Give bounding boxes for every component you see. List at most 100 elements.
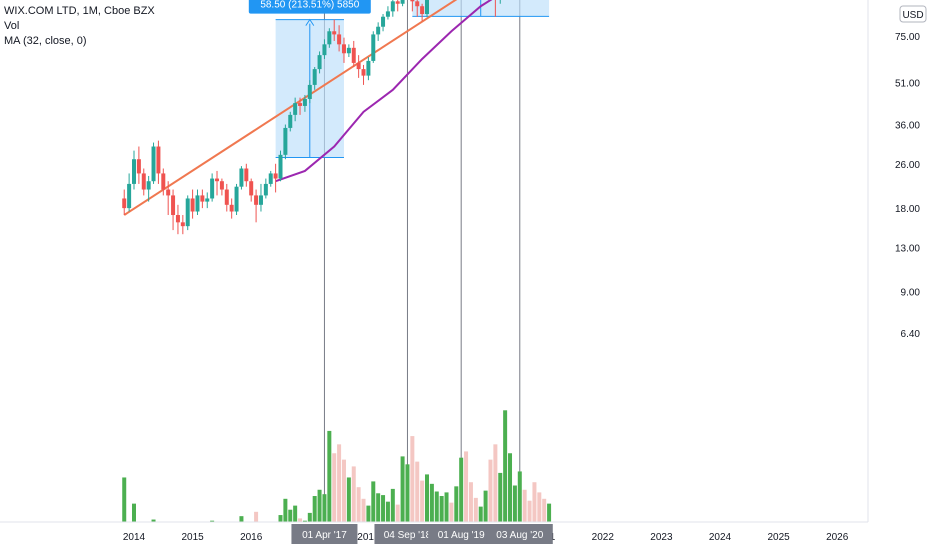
volume-bar bbox=[298, 518, 302, 522]
background-layer: 4.236(1022.13)3.618(912.31)2.618(734.12)… bbox=[0, 0, 868, 522]
volume-bar bbox=[308, 513, 312, 522]
time-tick-label: 2015 bbox=[181, 532, 204, 543]
candle-body bbox=[264, 184, 268, 195]
volume-bar bbox=[254, 512, 258, 522]
candle-body bbox=[376, 27, 380, 35]
volume-bar bbox=[362, 499, 366, 522]
price-tick-label: 105.00 bbox=[889, 0, 920, 2]
candle-body bbox=[161, 173, 165, 189]
candle-body bbox=[308, 85, 312, 99]
price-tick-label: 13.00 bbox=[895, 243, 920, 254]
candle-body bbox=[386, 11, 390, 16]
candle-body bbox=[235, 187, 239, 212]
measure-label: 58.50 (213.51%) 5850 bbox=[260, 0, 359, 11]
time-tick-label: 2016 bbox=[240, 532, 263, 543]
volume-bar bbox=[401, 456, 405, 522]
volume-bar bbox=[366, 506, 370, 522]
candle-body bbox=[298, 103, 302, 106]
volume-bar bbox=[337, 444, 341, 522]
volume-bar bbox=[537, 492, 541, 522]
date-marker-badge: 01 Apr '17 bbox=[302, 530, 347, 541]
volume-bar bbox=[523, 490, 527, 522]
candle-body bbox=[352, 48, 356, 63]
candle-body bbox=[220, 181, 224, 189]
candle-body bbox=[342, 44, 346, 53]
chart-legend: WIX.COM LTD, 1M, Cboe BZX Vol MA (32, cl… bbox=[4, 4, 155, 49]
volume-bar bbox=[493, 444, 497, 522]
volume-bar bbox=[405, 464, 409, 522]
volume-bar bbox=[313, 496, 317, 522]
volume-bar bbox=[347, 477, 351, 522]
candle-body bbox=[195, 195, 199, 211]
price-tick-label: 36.00 bbox=[895, 121, 920, 132]
symbol-label: WIX.COM LTD, 1M, Cboe BZX bbox=[4, 4, 155, 19]
volume-bar bbox=[410, 436, 414, 522]
candle-body bbox=[127, 184, 131, 208]
candle-body bbox=[283, 128, 287, 155]
volume-bar bbox=[488, 460, 492, 522]
volume-bar bbox=[386, 502, 390, 522]
candle-body bbox=[249, 181, 253, 195]
candle-body bbox=[288, 115, 292, 128]
time-tick-label: 2025 bbox=[767, 532, 790, 543]
price-axis: 1800.001300.00900.00650.00450.00225.0014… bbox=[868, 0, 932, 550]
candle-body bbox=[254, 195, 258, 204]
candle-body bbox=[152, 147, 156, 182]
candle-body bbox=[357, 63, 361, 69]
volume-bar bbox=[420, 481, 424, 522]
candle-body bbox=[176, 215, 180, 222]
volume-bar bbox=[415, 462, 419, 522]
candle-body bbox=[322, 44, 326, 55]
candle-body bbox=[156, 147, 160, 174]
volume-bar bbox=[435, 492, 439, 522]
volume-bar bbox=[459, 458, 463, 522]
candle-body bbox=[332, 31, 336, 34]
volume-bar bbox=[357, 487, 361, 522]
time-axis: 2014201520162017201820192020202120222023… bbox=[0, 522, 932, 550]
volume-bar bbox=[464, 451, 468, 522]
candle-body bbox=[200, 195, 204, 201]
volume-layer bbox=[122, 410, 551, 522]
candle-body bbox=[166, 190, 170, 196]
volume-bar bbox=[239, 516, 243, 522]
volume-bar bbox=[396, 505, 400, 522]
time-tick-label: 2023 bbox=[650, 532, 673, 543]
volume-bar bbox=[503, 410, 507, 522]
volume-bar bbox=[381, 495, 385, 522]
volume-bar bbox=[440, 496, 444, 522]
volume-bar bbox=[445, 492, 449, 522]
candle-body bbox=[191, 198, 195, 211]
volume-bar bbox=[425, 474, 429, 522]
volume-bar bbox=[332, 453, 336, 522]
volume-bar bbox=[528, 501, 532, 522]
date-marker-badge: 03 Aug '20 bbox=[496, 530, 543, 541]
candle-body bbox=[142, 173, 146, 189]
candle-body bbox=[186, 198, 190, 226]
volume-bar bbox=[352, 466, 356, 522]
candle-body bbox=[381, 17, 385, 27]
price-tick-label: 75.00 bbox=[895, 32, 920, 43]
candle-body bbox=[274, 173, 278, 178]
candle-body bbox=[371, 34, 375, 61]
volume-bar bbox=[391, 489, 395, 522]
volume-label: Vol bbox=[4, 19, 155, 34]
price-tick-label: 18.00 bbox=[895, 204, 920, 215]
candle-body bbox=[396, 1, 400, 3]
volume-bar bbox=[288, 510, 292, 522]
candle-body bbox=[425, 0, 429, 14]
volume-bar bbox=[279, 515, 283, 522]
candle-body bbox=[225, 190, 229, 205]
candle-body bbox=[337, 34, 341, 44]
volume-bar bbox=[518, 471, 522, 522]
price-tick-label: 9.00 bbox=[901, 288, 921, 299]
date-marker-badge: 01 Aug '19 bbox=[438, 530, 485, 541]
candle-body bbox=[230, 205, 234, 212]
time-tick-label: 2014 bbox=[123, 532, 146, 543]
volume-bar bbox=[449, 503, 453, 522]
volume-bar bbox=[474, 498, 478, 522]
candle-body bbox=[147, 181, 151, 189]
volume-bar bbox=[293, 506, 297, 522]
volume-bar bbox=[132, 504, 136, 522]
